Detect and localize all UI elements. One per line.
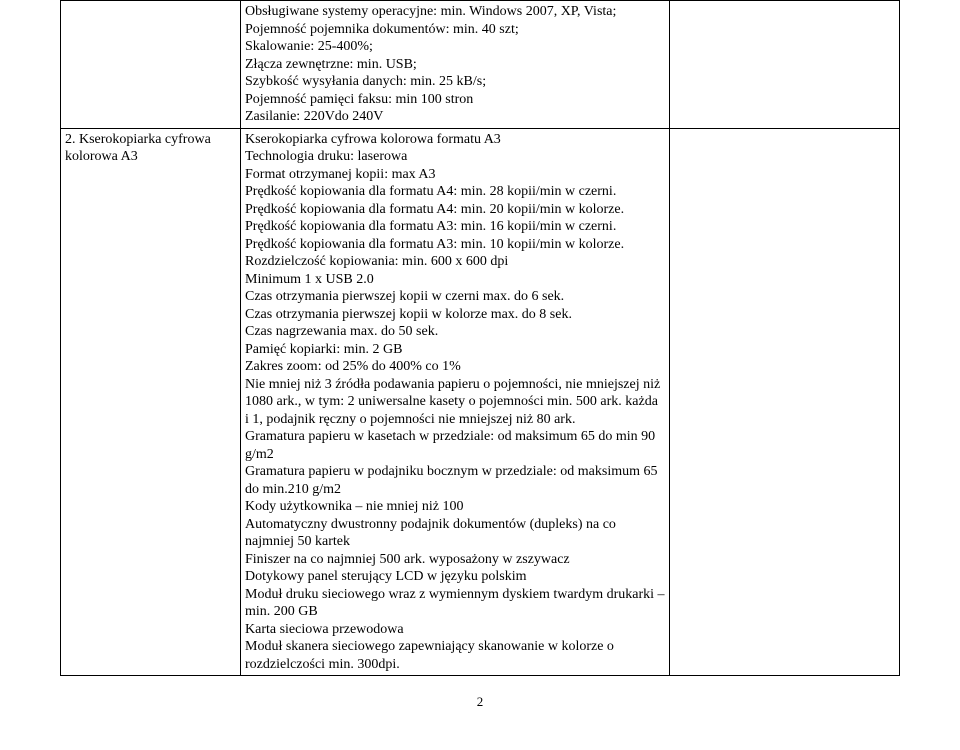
spec-line: Dotykowy panel sterujący LCD w języku po… xyxy=(245,568,665,586)
spec-line: Automatyczny dwustronny podajnik dokumen… xyxy=(245,516,665,551)
spec-line: Prędkość kopiowania dla formatu A4: min.… xyxy=(245,201,665,219)
spec-line: Technologia druku: laserowa xyxy=(245,148,665,166)
spec-line: Czas otrzymania pierwszej kopii w czerni… xyxy=(245,288,665,306)
spec-line: Szybkość wysyłania danych: min. 25 kB/s; xyxy=(245,73,665,91)
spec-line: Moduł skanera sieciowego zapewniający sk… xyxy=(245,638,665,673)
page-number: 2 xyxy=(60,694,900,710)
cell-row2-col2: Kserokopiarka cyfrowa kolorowa formatu A… xyxy=(241,128,670,676)
spec-line: Pamięć kopiarki: min. 2 GB xyxy=(245,341,665,359)
spec-table: Obsługiwane systemy operacyjne: min. Win… xyxy=(60,0,900,676)
cell-row1-col2: Obsługiwane systemy operacyjne: min. Win… xyxy=(241,1,670,129)
spec-line: Prędkość kopiowania dla formatu A3: min.… xyxy=(245,218,665,236)
spec-line: Czas otrzymania pierwszej kopii w kolorz… xyxy=(245,306,665,324)
spec-line: Gramatura papieru w podajniku bocznym w … xyxy=(245,463,665,498)
spec-line: Moduł druku sieciowego wraz z wymiennym … xyxy=(245,586,665,621)
spec-line: Zakres zoom: od 25% do 400% co 1% xyxy=(245,358,665,376)
page-container: Obsługiwane systemy operacyjne: min. Win… xyxy=(0,0,960,750)
spec-line: Pojemność pamięci faksu: min 100 stron xyxy=(245,91,665,109)
spec-line: Karta sieciowa przewodowa xyxy=(245,621,665,639)
spec-line: Zasilanie: 220Vdo 240V xyxy=(245,108,665,126)
spec-line: Skalowanie: 25-400%; xyxy=(245,38,665,56)
spec-line: Rozdzielczość kopiowania: min. 600 x 600… xyxy=(245,253,665,271)
spec-line: Prędkość kopiowania dla formatu A4: min.… xyxy=(245,183,665,201)
table-row: 2. Kserokopiarka cyfrowa kolorowa A3 Kse… xyxy=(61,128,900,676)
cell-row2-col1: 2. Kserokopiarka cyfrowa kolorowa A3 xyxy=(61,128,241,676)
spec-line: Minimum 1 x USB 2.0 xyxy=(245,271,665,289)
spec-line: Pojemność pojemnika dokumentów: min. 40 … xyxy=(245,21,665,39)
spec-line: Gramatura papieru w kasetach w przedzial… xyxy=(245,428,665,463)
spec-line: Prędkość kopiowania dla formatu A3: min.… xyxy=(245,236,665,254)
spec-line: Czas nagrzewania max. do 50 sek. xyxy=(245,323,665,341)
spec-line: Złącza zewnętrzne: min. USB; xyxy=(245,56,665,74)
table-row: Obsługiwane systemy operacyjne: min. Win… xyxy=(61,1,900,129)
spec-line: Finiszer na co najmniej 500 ark. wyposaż… xyxy=(245,551,665,569)
item-title-line: 2. Kserokopiarka cyfrowa kolorowa A3 xyxy=(65,131,236,166)
spec-line: Format otrzymanej kopii: max A3 xyxy=(245,166,665,184)
cell-row2-col3 xyxy=(670,128,900,676)
spec-line: Kserokopiarka cyfrowa kolorowa formatu A… xyxy=(245,131,665,149)
spec-line: Kody użytkownika – nie mniej niż 100 xyxy=(245,498,665,516)
spec-line: Obsługiwane systemy operacyjne: min. Win… xyxy=(245,3,665,21)
spec-line: Nie mniej niż 3 źródła podawania papieru… xyxy=(245,376,665,429)
cell-row1-col1 xyxy=(61,1,241,129)
cell-row1-col3 xyxy=(670,1,900,129)
